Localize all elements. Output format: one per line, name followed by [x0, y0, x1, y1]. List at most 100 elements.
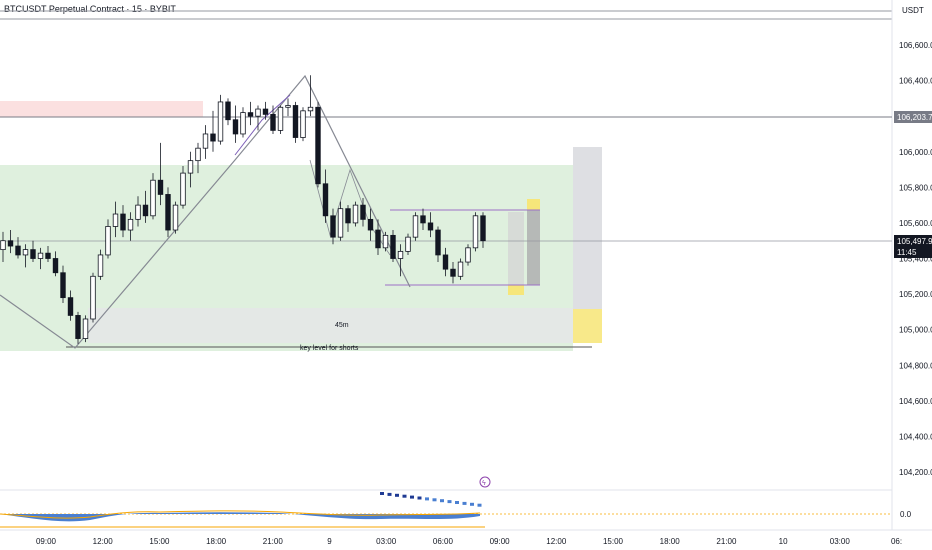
- y-tick-label: 106,000.0: [899, 148, 932, 157]
- candle-body[interactable]: [112, 213, 119, 227]
- candle-body[interactable]: [277, 106, 284, 131]
- key-level-label[interactable]: key level for shorts: [300, 345, 359, 352]
- x-tick-label: 03:00: [376, 537, 397, 546]
- candle-body[interactable]: [390, 234, 396, 259]
- currency-label[interactable]: USDT: [902, 6, 924, 15]
- candle-body[interactable]: [397, 250, 404, 259]
- time-axis[interactable]: 09:00 12:00 15:00 18:00 21:00 9 03:00 06:00 09:0…: [36, 537, 902, 546]
- swing-purple-line[interactable]: [234, 94, 291, 156]
- candle-body[interactable]: [292, 105, 299, 138]
- lightning-glyph: ϟ: [482, 480, 486, 487]
- oscillator-dot: [477, 503, 482, 507]
- swing-zigzag[interactable]: [0, 74, 411, 349]
- x-tick-label: 15:00: [149, 537, 170, 546]
- candle-body[interactable]: [157, 179, 164, 195]
- candle-body[interactable]: [457, 261, 464, 277]
- candle-body[interactable]: [90, 275, 96, 320]
- candle-body[interactable]: [15, 245, 21, 256]
- y-tick-label: 105,000.0: [899, 326, 932, 335]
- candle-body[interactable]: [285, 105, 291, 108]
- oscillator-dot: [395, 493, 399, 497]
- candle-body[interactable]: [67, 297, 74, 316]
- projection-box[interactable]: [573, 147, 602, 309]
- candle-body[interactable]: [270, 113, 276, 131]
- price-axis[interactable]: 104,200.0 104,400.0 104,600.0 104,800.0 105,…: [899, 41, 932, 477]
- candle-body[interactable]: [247, 112, 254, 117]
- candle-body[interactable]: [375, 229, 381, 249]
- candle-body[interactable]: [382, 234, 389, 249]
- candle-body[interactable]: [7, 240, 14, 247]
- oscillator-dot: [402, 494, 407, 498]
- candle-body[interactable]: [480, 215, 486, 242]
- x-tick-label: 18:00: [660, 537, 681, 546]
- candle-body[interactable]: [360, 204, 366, 220]
- candle-body[interactable]: [165, 194, 171, 231]
- candle-body[interactable]: [307, 106, 314, 112]
- candle-body[interactable]: [30, 249, 36, 259]
- candle-body[interactable]: [412, 215, 419, 238]
- candle-body[interactable]: [255, 108, 261, 117]
- candle-body[interactable]: [45, 252, 51, 259]
- candle-body[interactable]: [202, 133, 209, 149]
- pending-box-1-marker[interactable]: [508, 285, 524, 295]
- candle-body[interactable]: [127, 218, 134, 231]
- x-tick-label: 09:00: [490, 537, 511, 546]
- candle-body[interactable]: [330, 215, 336, 238]
- candle-body[interactable]: [465, 247, 471, 263]
- candle-body[interactable]: [225, 101, 231, 121]
- candle-body[interactable]: [217, 101, 224, 142]
- oscillator-zero-label: 0.0: [900, 510, 912, 519]
- candle-body[interactable]: [472, 215, 479, 249]
- candle-body[interactable]: [405, 236, 411, 252]
- candle-body[interactable]: [22, 249, 29, 256]
- projection-target-box[interactable]: [573, 309, 602, 343]
- last-price-text: 105,497.9: [897, 237, 932, 246]
- candle-body[interactable]: [150, 179, 156, 217]
- candle-body[interactable]: [322, 183, 329, 217]
- candle-body[interactable]: [180, 172, 186, 206]
- pending-box-2-marker[interactable]: [527, 199, 540, 210]
- pending-box-2[interactable]: [527, 210, 540, 285]
- candle-body[interactable]: [367, 218, 374, 231]
- candle-body[interactable]: [352, 204, 359, 224]
- candle-body[interactable]: [210, 133, 216, 142]
- candle-body[interactable]: [420, 215, 426, 224]
- candle-body[interactable]: [195, 147, 201, 162]
- candle-body[interactable]: [52, 258, 59, 274]
- candle-body[interactable]: [345, 208, 351, 224]
- candle-body[interactable]: [435, 229, 441, 256]
- grey-zone[interactable]: [88, 308, 573, 343]
- alert-lightning-icon[interactable]: [479, 476, 491, 488]
- candle-body[interactable]: [262, 108, 269, 115]
- candle-body[interactable]: [315, 106, 321, 185]
- candle-body[interactable]: [427, 222, 434, 231]
- candle-body[interactable]: [120, 213, 126, 231]
- candle-body[interactable]: [442, 254, 449, 270]
- candle-body[interactable]: [75, 315, 81, 339]
- oscillator-dot: [432, 498, 437, 502]
- oscillator-dot: [425, 497, 429, 501]
- candle-body[interactable]: [82, 318, 89, 339]
- candle-body[interactable]: [37, 252, 44, 259]
- oscillator-dot: [447, 500, 452, 504]
- candle-body[interactable]: [142, 204, 149, 217]
- candle-body[interactable]: [135, 204, 141, 220]
- candle-body[interactable]: [240, 112, 246, 135]
- candle-body[interactable]: [337, 208, 344, 238]
- candle-body[interactable]: [97, 254, 104, 277]
- x-tick-label: 03:00: [830, 537, 851, 546]
- pending-box-1[interactable]: [508, 212, 524, 285]
- x-tick-label: 18:00: [206, 537, 227, 546]
- candle-body[interactable]: [232, 119, 239, 135]
- candle-body[interactable]: [172, 204, 179, 231]
- oscillator-dot: [470, 502, 474, 506]
- supply-zone[interactable]: [0, 101, 203, 117]
- oscillator-area: [0, 512, 480, 522]
- candle-body[interactable]: [60, 272, 66, 299]
- candle-body[interactable]: [300, 110, 306, 138]
- candle-body[interactable]: [450, 268, 456, 277]
- candle-body[interactable]: [187, 160, 194, 174]
- candle-body[interactable]: [0, 240, 6, 251]
- candle-body[interactable]: [105, 226, 111, 256]
